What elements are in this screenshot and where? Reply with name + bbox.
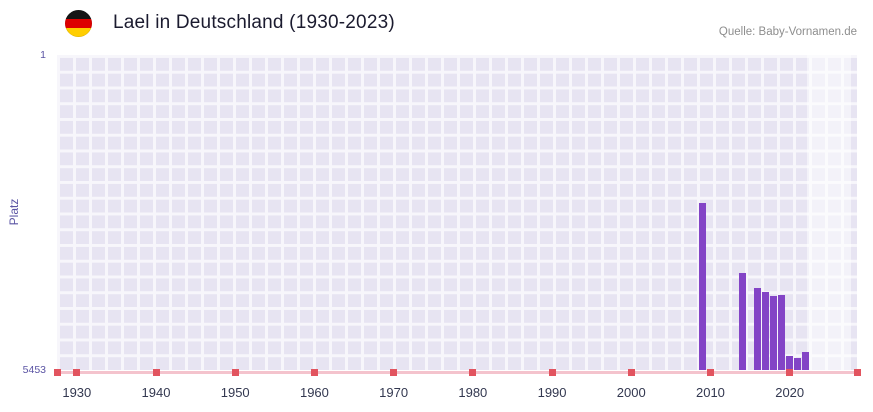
x-tick-marker-1950 xyxy=(231,369,239,376)
x-tick-label-2000: 2000 xyxy=(616,385,646,400)
x-tick-label-1930: 1930 xyxy=(62,385,92,400)
rank-bar-2020[interactable] xyxy=(786,355,794,370)
x-tick-marker-1990 xyxy=(548,369,556,376)
x-tick-label-1980: 1980 xyxy=(458,385,488,400)
x-tick-marker-2010 xyxy=(706,369,714,376)
rank-bar-2017[interactable] xyxy=(762,292,770,370)
german-flag-icon xyxy=(65,10,92,37)
x-tick-label-1970: 1970 xyxy=(379,385,409,400)
x-tick-marker-1960 xyxy=(310,369,318,376)
rank-bar-2018[interactable] xyxy=(770,295,778,370)
x-tick-marker-1940 xyxy=(152,369,160,376)
rank-bar-2009[interactable] xyxy=(699,202,707,370)
x-tick-label-1990: 1990 xyxy=(537,385,567,400)
rank-bar-2014[interactable] xyxy=(738,272,746,370)
x-tick-marker-2000 xyxy=(627,369,635,376)
rank-bar-2021[interactable] xyxy=(794,357,802,370)
x-axis-baseline xyxy=(57,371,857,374)
x-tick-label-2010: 2010 xyxy=(695,385,725,400)
x-axis-line xyxy=(53,369,861,377)
x-axis-edge-marker xyxy=(53,369,61,376)
x-tick-label-2020: 2020 xyxy=(775,385,805,400)
x-tick-marker-2020 xyxy=(786,369,794,376)
source-credit: Quelle: Baby-Vornamen.de xyxy=(718,26,857,38)
rank-bar-2022[interactable] xyxy=(802,351,809,370)
x-axis-edge-marker xyxy=(853,369,861,376)
rank-bar-2019[interactable] xyxy=(778,295,786,370)
y-tick-label-top: 1 xyxy=(40,49,46,61)
plot-area xyxy=(57,55,857,370)
recent-years-highlight-band xyxy=(807,55,852,370)
x-tick-label-1950: 1950 xyxy=(220,385,250,400)
x-tick-label-1960: 1960 xyxy=(299,385,329,400)
rank-bar-2016[interactable] xyxy=(754,287,762,370)
x-tick-label-1940: 1940 xyxy=(141,385,171,400)
x-tick-marker-1930 xyxy=(73,369,81,376)
y-axis-title: Platz xyxy=(7,198,21,226)
y-tick-label-bottom: 5453 xyxy=(22,364,46,376)
x-tick-marker-1980 xyxy=(469,369,477,376)
x-axis-labels: 1930 1940 1950 1960 1970 1980 1990 2000 2010 2020 xyxy=(57,385,857,403)
page-title: Lael in Deutschland (1930-2023) xyxy=(113,12,395,33)
x-tick-marker-1970 xyxy=(390,369,398,376)
